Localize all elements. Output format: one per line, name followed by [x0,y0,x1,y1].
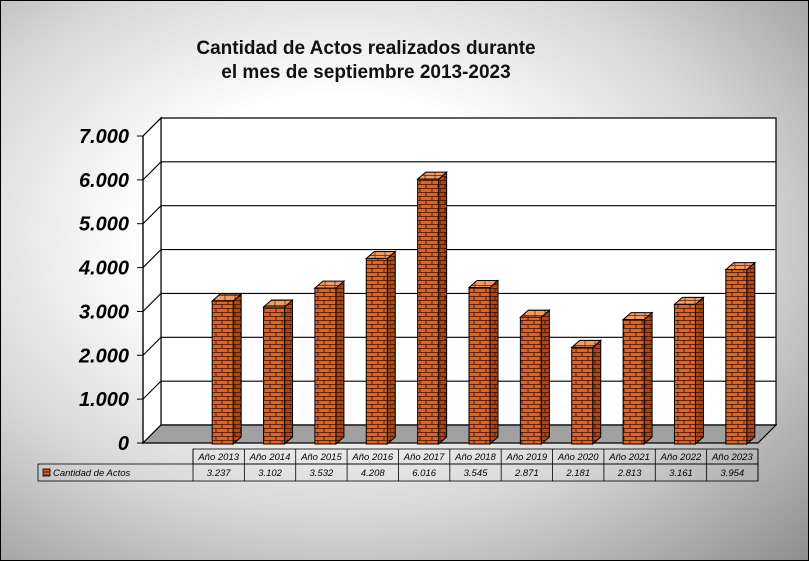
bar [621,311,654,446]
data-value-label: 2.813 [617,468,642,479]
data-value-label: 4.208 [361,468,385,479]
data-value-label: 2.871 [514,468,539,479]
x-category-label: Año 2018 [454,452,496,463]
x-category-label: Año 2020 [557,452,599,463]
gridline [142,380,776,400]
bar-front [673,303,696,445]
gridline [142,249,776,268]
side-wall [142,116,162,445]
x-category-label: Año 2019 [506,452,548,463]
x-category-label: Año 2023 [711,452,753,463]
gridline [142,292,776,312]
data-table: Año 2013 3.237 Año 2014 3.102 Año 2015 3.532 A… [37,448,759,482]
bar-front [519,316,542,445]
x-category-label: Año 2017 [403,452,445,463]
gridline [142,336,776,356]
y-tick-label: 6.000 [79,170,129,192]
gridline [142,205,776,225]
bar-front [622,319,645,445]
data-value-label: 3.954 [720,468,744,479]
bar-side [746,261,756,446]
bar [673,296,705,446]
gridline [142,161,776,181]
bar-side [694,296,704,446]
y-tick-label: 7.000 [79,126,129,148]
bars [210,171,757,446]
bar-front [725,269,748,445]
data-value-label: 3.102 [258,468,282,479]
table-value-row [37,463,759,482]
data-value-label: 3.545 [464,468,488,479]
x-category-label: Año 2021 [608,452,650,463]
y-tick-label: 0 [118,433,129,455]
y-tick-label: 3.000 [79,301,129,323]
bar-side [232,292,242,446]
y-tick-label: 2.000 [78,345,129,367]
bar-front [314,287,337,445]
y-tick-label: 1.000 [79,389,129,411]
x-category-label: Año 2013 [197,452,239,463]
y-axis: 0 1.000 2.000 3.000 4.000 5.000 6.000 7.000 [78,126,144,455]
bar-side [438,171,448,446]
bar [570,339,603,446]
bar-front [468,287,491,445]
bar [364,250,397,446]
bar-front [365,257,388,445]
data-value-label: 3.161 [669,468,693,479]
x-category-label: Año 2016 [351,452,393,463]
bar-side [489,279,499,446]
bar-front [263,306,286,445]
bar-side [284,298,294,446]
gridlines [142,117,776,400]
bar-front [211,300,234,445]
data-value-label: 6.016 [412,468,436,479]
legend-label: Cantidad de Actos [53,468,131,479]
x-category-label: Año 2022 [660,452,702,463]
chart-title-line-1: Cantidad de Actos realizados durante [196,38,536,59]
bar [416,171,448,446]
chart-title-line-2: el mes de septiembre 2013-2023 [221,62,511,83]
bar-side [386,250,396,446]
bar-side [540,308,550,446]
bar [467,279,500,446]
bar [262,298,294,446]
data-value-label: 3.237 [207,468,231,479]
x-category-label: Año 2015 [300,452,342,463]
y-tick-label: 4.000 [78,258,129,280]
bar-side [592,339,602,446]
bar-front [417,178,440,445]
gridline [142,117,776,137]
bar [210,292,243,446]
chart-title: Cantidad de Actos realizados durante el … [131,37,601,85]
bar-front [571,346,594,445]
x-category-label: Año 2014 [249,452,291,463]
bar [313,279,346,446]
bar-side [643,311,653,446]
data-value-label: 2.181 [565,468,590,479]
floor [141,424,778,444]
bar [724,261,757,446]
y-tick-label: 5.000 [79,214,129,236]
data-value-label: 3.532 [310,468,334,479]
bar-side [335,279,345,446]
bar [519,308,551,446]
legend-swatch [42,468,51,477]
